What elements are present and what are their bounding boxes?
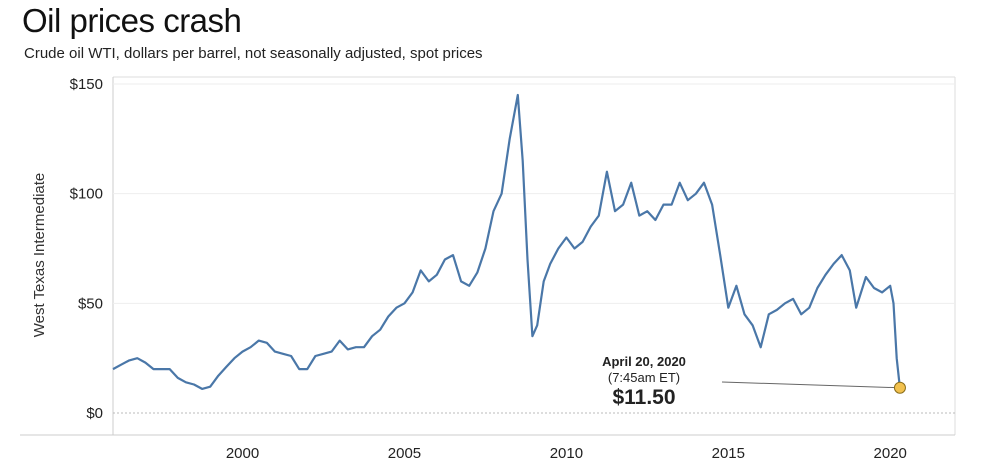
annotation-marker xyxy=(893,381,906,394)
x-tick-label: 2005 xyxy=(388,445,421,462)
chart-subtitle: Crude oil WTI, dollars per barrel, not s… xyxy=(24,45,483,62)
y-tick-label: $50 xyxy=(78,295,103,312)
y-tick-label: $100 xyxy=(70,186,103,203)
x-tick-label: 2020 xyxy=(874,445,907,462)
x-tick-label: 2010 xyxy=(550,445,583,462)
x-tick-label: 2000 xyxy=(226,445,259,462)
annotation-leader-line xyxy=(721,381,900,389)
x-tick-label: 2015 xyxy=(712,445,745,462)
series-line-wti xyxy=(112,93,901,390)
annotation-date: April 20, 2020 xyxy=(602,354,686,369)
annotation-value: $11.50 xyxy=(612,386,675,409)
y-tick-label: $0 xyxy=(86,405,103,422)
y-tick-label: $150 xyxy=(70,76,103,93)
annotation-time: (7:45am ET) xyxy=(608,370,680,385)
y-axis-label: West Texas Intermediate xyxy=(31,173,48,338)
chart-title: Oil prices crash xyxy=(22,2,242,39)
